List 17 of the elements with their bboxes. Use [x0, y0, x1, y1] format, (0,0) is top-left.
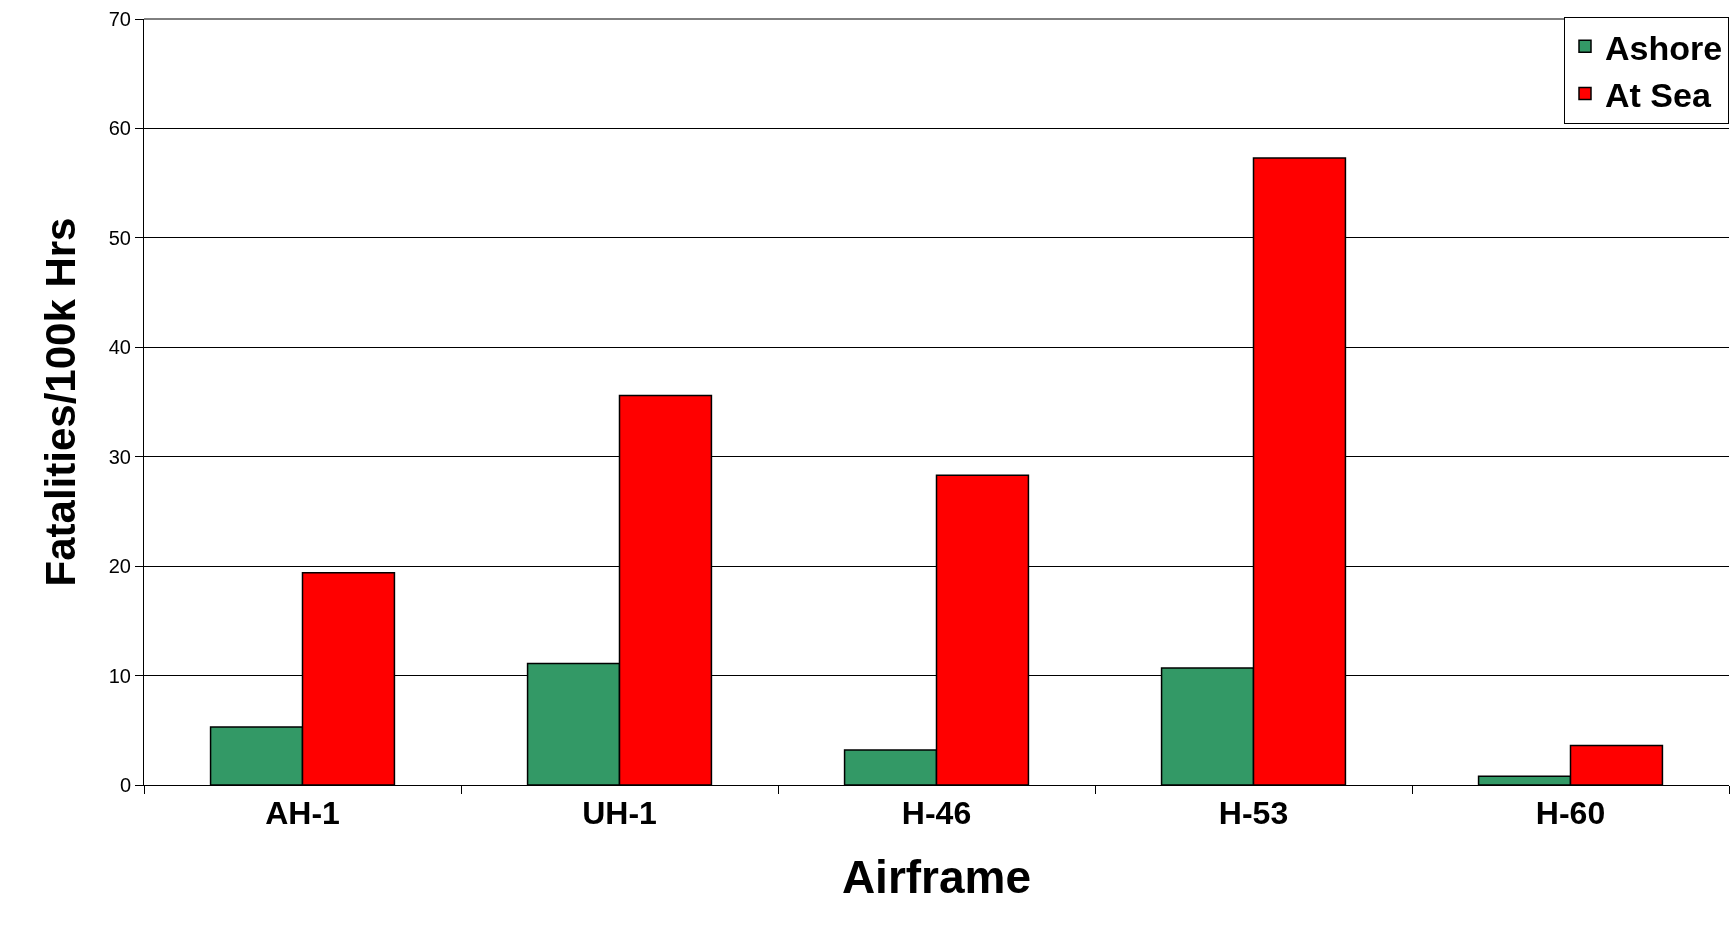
- y-tick-label: 40: [108, 336, 131, 359]
- legend-label: At Sea: [1605, 75, 1712, 114]
- y-axis-title: Fatalities/100k Hrs: [36, 217, 84, 587]
- legend-label: Ashore: [1605, 28, 1723, 67]
- y-tick-label: 50: [108, 226, 131, 249]
- y-tick-label: 20: [108, 555, 131, 578]
- x-axis-title: Airframe: [841, 851, 1032, 904]
- x-tick-label: H-46: [901, 795, 972, 832]
- x-tick-label: H-53: [1218, 795, 1289, 832]
- y-tick-label: 10: [108, 664, 131, 687]
- y-tick-label: 30: [108, 445, 131, 468]
- x-tick-label: UH-1: [582, 795, 657, 832]
- x-tick-label: H-60: [1535, 795, 1606, 832]
- y-tick-label: 60: [108, 117, 131, 140]
- x-tick-label: AH-1: [265, 795, 340, 832]
- y-tick-label: 70: [108, 8, 131, 30]
- y-tick-label: 0: [119, 774, 131, 796]
